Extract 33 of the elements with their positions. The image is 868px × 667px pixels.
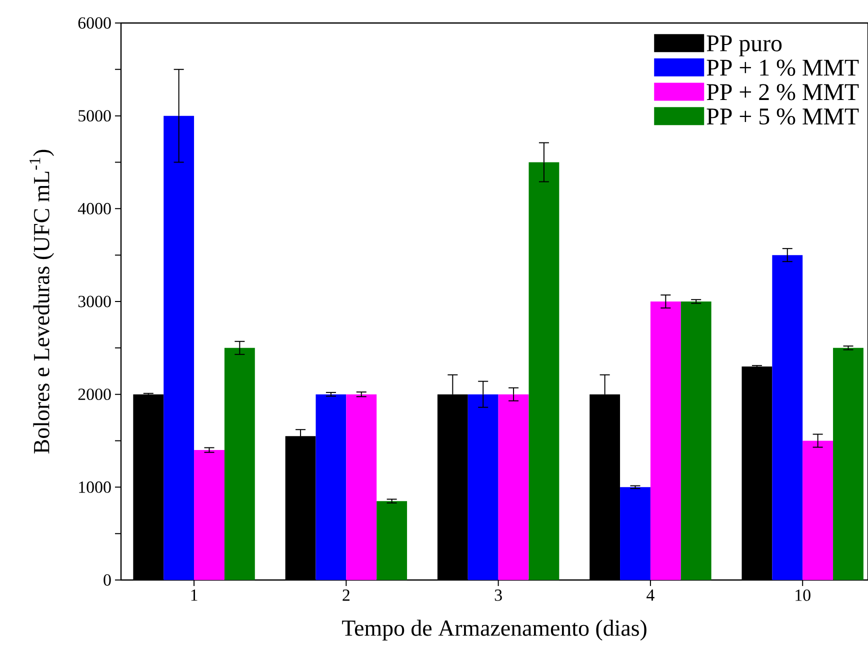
y-tick-label: 4000 — [78, 202, 111, 214]
y-tick-label: 5000 — [78, 110, 111, 122]
bar — [528, 162, 560, 580]
bar — [468, 394, 498, 580]
y-tick-label: 6000 — [78, 17, 111, 29]
legend-label: PP + 1 % MMT — [706, 60, 859, 76]
y-tick-label: 3000 — [78, 296, 111, 308]
x-tick-label: 10 — [796, 590, 810, 601]
x-tick-label: 3 — [494, 590, 502, 601]
legend-label: PP puro — [706, 36, 782, 56]
x-tick-label: 2 — [342, 590, 350, 601]
y-tick-label: 1000 — [79, 481, 111, 493]
bar — [376, 501, 408, 580]
bar — [194, 450, 224, 580]
bar — [650, 301, 681, 580]
y-axis-title: Bolores e Leveduras (UFC mL$^{-1}$) — [30, 150, 54, 454]
x-tick-label: 4 — [646, 590, 654, 601]
y-tick-label: 0 — [104, 574, 111, 586]
bar — [680, 301, 712, 580]
bar — [164, 116, 194, 580]
bar — [620, 487, 650, 580]
bar — [316, 394, 346, 580]
x-tick-label: 1 — [191, 590, 198, 601]
legend-label: PP + 2 % MMT — [706, 84, 859, 100]
bar — [346, 394, 377, 580]
y-tick-label: 2000 — [78, 388, 111, 400]
bar — [772, 255, 803, 580]
bar — [224, 348, 255, 580]
x-axis-title: Tempo de Armazenamento (dias) — [342, 620, 646, 641]
bar — [833, 348, 864, 580]
bar — [802, 440, 834, 580]
bar — [498, 394, 529, 580]
legend-label: PP + 5 % MMT — [706, 108, 859, 125]
